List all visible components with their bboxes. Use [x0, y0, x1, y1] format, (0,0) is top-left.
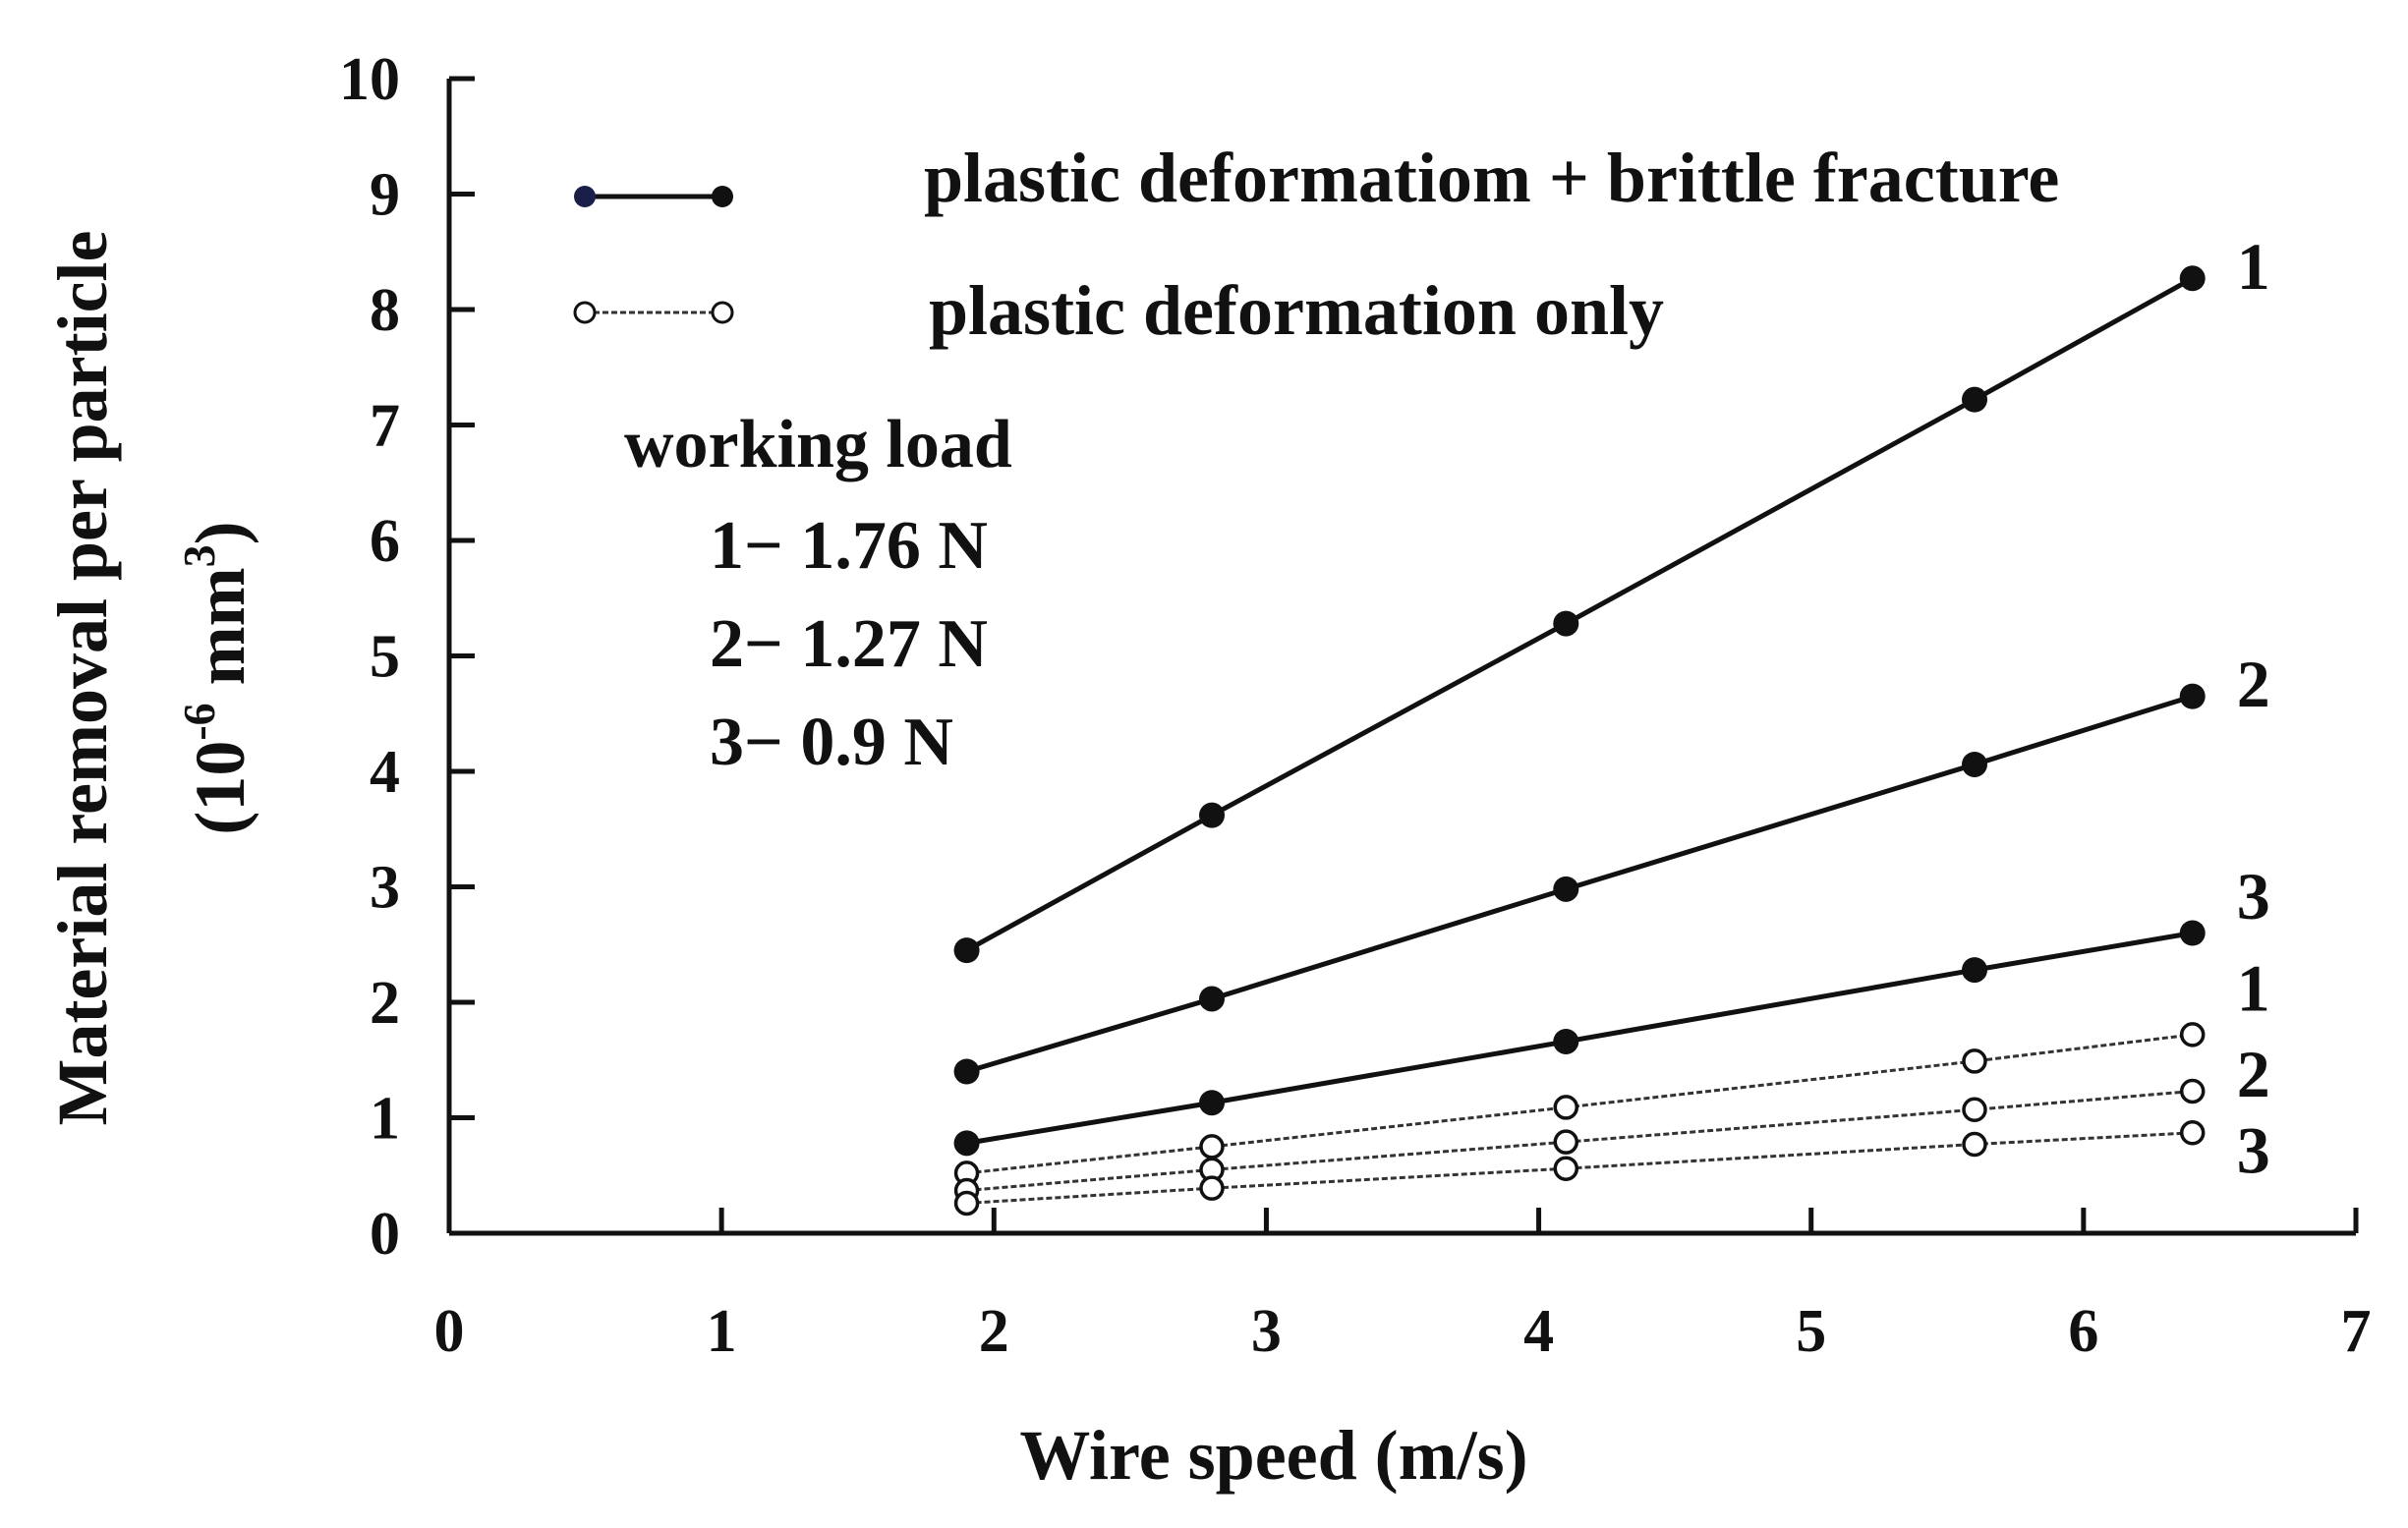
y-tick-label: 3 — [370, 855, 400, 922]
working-load-annotation: working load 1− 1.76 N 2− 1.27 N 3− 0.9 … — [624, 407, 1012, 780]
series-end-label: 1 — [2237, 229, 2270, 304]
x-tick-label: 2 — [979, 1298, 1009, 1365]
data-point — [1199, 1090, 1225, 1116]
legend-label-filled: plastic deformatiom + brittle fracture — [924, 139, 2059, 217]
data-point — [1553, 1129, 1579, 1155]
y-tick-label: 7 — [370, 393, 400, 460]
series-end-label: 2 — [2237, 1037, 2270, 1111]
data-point — [1962, 1097, 1987, 1123]
y-tick-label: 1 — [370, 1086, 400, 1153]
y-tick-label: 9 — [370, 162, 400, 229]
series-line — [966, 931, 2194, 1146]
series-line — [965, 276, 2194, 953]
y-axis-title-unit-exp: 3 — [174, 544, 224, 567]
working-load-item-2: 2− 1.27 N — [710, 606, 988, 682]
x-tick-label: 7 — [2341, 1298, 2372, 1365]
series-line — [965, 694, 2194, 1074]
y-tick-label: 0 — [370, 1201, 400, 1268]
data-point — [953, 937, 980, 964]
series-open-2: 2 — [953, 1037, 2270, 1204]
y-ticks: 0 1 2 3 4 5 6 7 8 9 10 — [339, 46, 475, 1268]
series-end-label: 1 — [2237, 951, 2270, 1026]
data-point — [1199, 986, 1225, 1012]
x-tick-label: 4 — [1523, 1298, 1554, 1365]
y-axis-title-line1: Material removal per particle — [43, 230, 122, 1125]
series-end-label: 2 — [2237, 647, 2270, 721]
x-axis-title: Wire speed (m/s) — [1019, 1416, 1527, 1495]
data-point — [1553, 610, 1579, 637]
data-point — [1962, 957, 1987, 984]
data-point — [1962, 1131, 1987, 1158]
series-open-1: 1 — [953, 951, 2270, 1186]
legend-label-open: plastic deformation only — [929, 271, 1664, 350]
series-filled-1: 1 — [953, 229, 2270, 964]
data-point — [1553, 1095, 1579, 1120]
working-load-title: working load — [624, 407, 1012, 482]
y-axis-title-exp: -6 — [174, 703, 224, 740]
legend-marker-open-right — [711, 301, 734, 324]
legend-entry-open: plastic deformation only — [573, 271, 1664, 350]
y-tick-label: 2 — [370, 970, 400, 1037]
data-point — [1553, 876, 1579, 902]
data-point — [2179, 1078, 2206, 1104]
data-point — [1553, 1028, 1579, 1054]
data-point — [1553, 1156, 1579, 1181]
y-tick-label: 6 — [370, 508, 400, 575]
y-tick-label: 4 — [370, 739, 400, 806]
data-point — [2179, 1120, 2206, 1146]
y-axis-title: Material removal per particle (10-6 mm3) — [43, 230, 259, 1125]
series-end-label: 3 — [2237, 1112, 2270, 1187]
legend-entry-filled: plastic deformatiom + brittle fracture — [574, 139, 2059, 217]
data-point — [2179, 683, 2206, 709]
legend-marker-filled-right — [712, 186, 733, 207]
data-point — [1962, 751, 1987, 777]
data-point — [1962, 386, 1987, 413]
working-load-item-3: 3− 0.9 N — [710, 705, 953, 780]
series-line — [966, 1033, 2193, 1175]
series-open-3: 3 — [953, 1112, 2270, 1217]
y-tick-label: 10 — [339, 46, 400, 113]
legend-marker-filled-left — [574, 186, 596, 207]
x-tick-label: 3 — [1251, 1298, 1282, 1365]
x-tick-label: 1 — [707, 1298, 737, 1365]
data-point — [2179, 920, 2206, 946]
x-ticks: 0 1 2 3 4 5 6 7 — [434, 1208, 2372, 1365]
legend: plastic deformatiom + brittle fracture p… — [573, 139, 2059, 350]
data-point — [1199, 1134, 1225, 1160]
data-point — [953, 1190, 980, 1217]
series-filled-3: 3 — [953, 859, 2270, 1157]
series-end-label: 3 — [2237, 859, 2270, 934]
data-point — [1199, 1175, 1225, 1201]
legend-marker-open-left — [573, 301, 597, 324]
x-tick-label: 5 — [1796, 1298, 1826, 1365]
working-load-item-1: 1− 1.76 N — [710, 508, 988, 584]
series-line — [966, 1089, 2193, 1193]
series-line — [966, 1131, 2193, 1205]
y-axis-title-line2: (10-6 mm3) — [174, 521, 259, 834]
y-tick-label: 8 — [370, 277, 400, 344]
data-point — [953, 1130, 980, 1157]
x-tick-label: 6 — [2068, 1298, 2098, 1365]
data-point — [953, 1058, 980, 1085]
data-point — [2179, 265, 2206, 292]
y-tick-label: 5 — [370, 624, 400, 691]
data-point — [2179, 1022, 2206, 1047]
data-point — [1199, 802, 1225, 828]
series-filled-2: 2 — [953, 647, 2270, 1085]
x-tick-label: 0 — [434, 1298, 465, 1365]
data-point — [1962, 1048, 1987, 1074]
